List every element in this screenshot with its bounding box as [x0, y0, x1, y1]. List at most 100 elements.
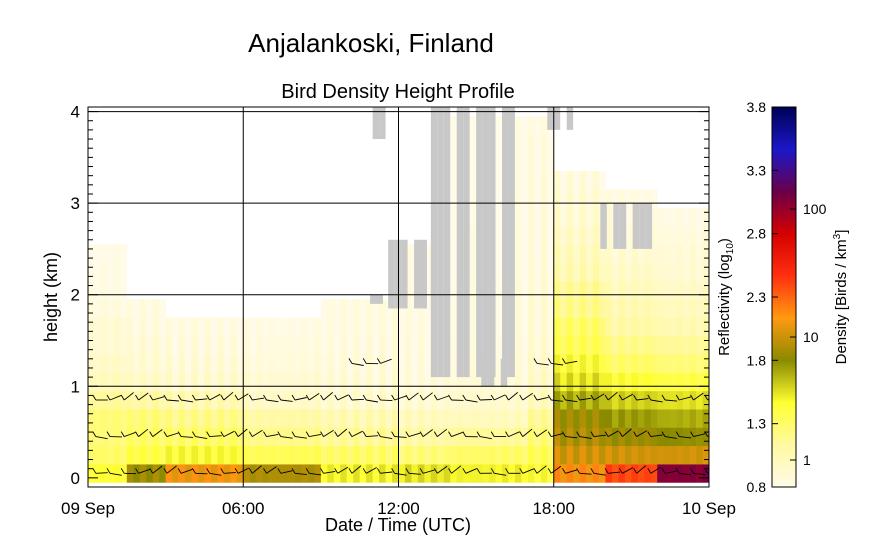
heatmap-cell — [191, 354, 199, 373]
heatmap-cell — [540, 171, 548, 190]
heatmap-cell — [269, 317, 276, 337]
heatmap-cell — [611, 427, 619, 447]
heatmap-cell — [631, 189, 639, 209]
heatmap-cell — [443, 409, 451, 428]
wind-barb-flag — [562, 431, 566, 437]
heatmap-cell — [404, 409, 412, 428]
heatmap-cell — [243, 445, 251, 465]
grid-lines — [88, 107, 709, 487]
heatmap-cell — [398, 409, 406, 428]
heatmap-cell — [624, 244, 632, 263]
heatmap-cell — [573, 427, 580, 447]
wind-barb-flag — [618, 431, 623, 437]
heatmap-cell — [450, 280, 458, 300]
heatmap-cell — [256, 409, 263, 428]
heatmap-cell — [282, 445, 289, 465]
heatmap-cell — [178, 354, 186, 373]
heatmap-cell — [333, 409, 341, 428]
heatmap-cell — [696, 464, 703, 483]
heatmap-cell — [489, 464, 496, 483]
heatmap-cell — [417, 317, 425, 337]
heatmap-cell — [191, 372, 199, 392]
heatmap-cell — [88, 244, 95, 263]
heatmap-cell — [346, 299, 354, 318]
wind-barb — [679, 436, 692, 439]
heatmap-cell — [670, 409, 677, 428]
heatmap-cell — [243, 464, 251, 483]
heatmap-cell — [489, 390, 496, 410]
heatmap-cell — [443, 390, 451, 410]
wind-barb-flag — [263, 431, 267, 437]
no-data-cell — [566, 107, 574, 130]
heatmap-cell — [586, 226, 593, 245]
heatmap-cell — [133, 464, 141, 483]
heatmap-cell — [469, 171, 477, 190]
heatmap-cell — [159, 445, 166, 465]
heatmap-cell — [262, 335, 270, 355]
heatmap-cell — [307, 390, 315, 410]
heatmap-cell — [120, 244, 128, 263]
heatmap-cell — [547, 244, 555, 263]
wind-barb — [408, 432, 421, 438]
heatmap-cell — [521, 152, 529, 172]
heatmap-cell — [443, 445, 451, 465]
heatmap-cell — [172, 464, 179, 483]
heatmap-cell — [450, 299, 458, 318]
heatmap-cell — [683, 335, 690, 355]
heatmap-cell — [333, 427, 341, 447]
heatmap-cell — [152, 445, 160, 465]
heatmap-cell — [586, 244, 593, 263]
wind-barb-flag — [533, 468, 538, 474]
wind-barb-flag — [604, 394, 609, 401]
wind-barb-flag — [305, 394, 310, 401]
wind-barb — [664, 470, 677, 474]
wind-barb-flag — [334, 431, 339, 437]
heatmap-cell — [88, 317, 95, 337]
heatmap-cell — [146, 390, 153, 410]
heatmap-cell — [450, 262, 458, 282]
heatmap-cell — [353, 335, 360, 355]
heatmap-cell — [424, 299, 432, 318]
wind-barb — [422, 469, 435, 474]
wind-barb-flag — [277, 431, 282, 437]
heatmap-cell — [579, 390, 587, 410]
heatmap-cell — [417, 409, 425, 428]
heatmap-cell — [592, 189, 600, 209]
heatmap-cell — [120, 280, 128, 300]
heatmap-cell — [107, 409, 115, 428]
heatmap-cell — [359, 299, 367, 318]
heatmap-cell — [223, 427, 231, 447]
heatmap-cell — [288, 464, 296, 483]
heatmap-cell — [411, 427, 419, 447]
heatmap-cell — [650, 262, 658, 282]
heatmap-cell — [359, 354, 367, 373]
heatmap-cell — [165, 372, 173, 392]
heatmap-cell — [521, 280, 529, 300]
wind-barb-flag — [248, 394, 253, 401]
no-data-cell — [547, 107, 554, 130]
heatmap-cell — [599, 262, 606, 282]
heatmap-cell — [469, 226, 477, 245]
heatmap-cell — [282, 317, 289, 337]
wind-barb — [522, 428, 533, 437]
heatmap-cell — [197, 390, 205, 410]
heatmap-cell — [618, 390, 626, 410]
wind-barb-flag — [120, 394, 125, 401]
heatmap-cell — [450, 207, 458, 227]
heatmap-cell — [670, 372, 677, 392]
heatmap-cell — [139, 409, 147, 428]
heatmap-cell — [275, 335, 283, 355]
heatmap-cell — [204, 464, 212, 483]
heatmap-cell — [353, 317, 360, 337]
wind-barb — [593, 434, 606, 438]
heatmap-cell — [230, 445, 238, 465]
heatmap-cell — [631, 280, 639, 300]
heatmap-cell — [469, 189, 477, 209]
heatmap-cell — [631, 335, 639, 355]
no-data-cell — [482, 107, 490, 378]
heatmap-cell — [424, 244, 432, 263]
heatmap-cell — [527, 207, 535, 227]
heatmap-cell — [392, 445, 399, 465]
heatmap-cell — [560, 390, 567, 410]
heatmap-cell — [185, 464, 192, 483]
